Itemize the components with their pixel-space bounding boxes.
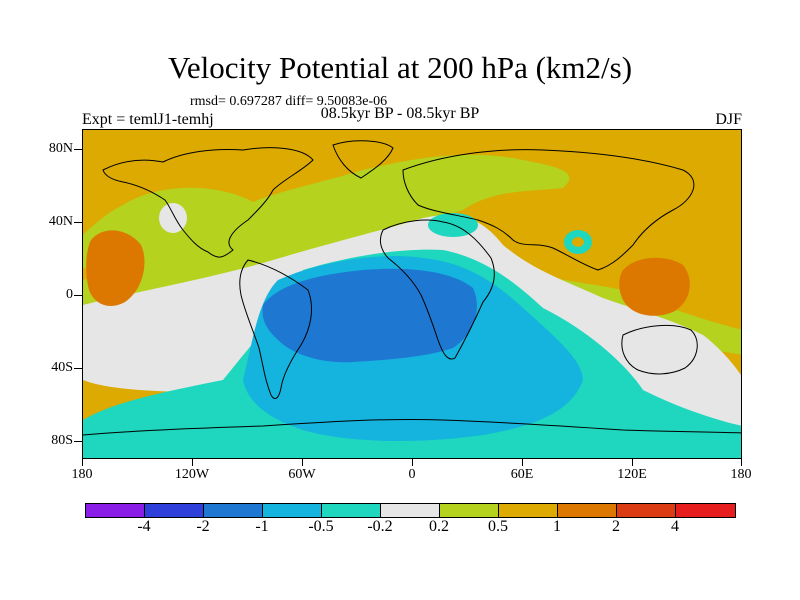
colorbar-segment: [145, 504, 204, 517]
field-lightgreen-north: [83, 154, 570, 273]
lon-label-180w: 180: [71, 467, 93, 482]
lat-tick: [74, 368, 82, 369]
experiment-label: Expt = temlJ1-temhj: [82, 111, 214, 128]
colorbar-segment: [322, 504, 381, 517]
lon-label-60e: 60E: [510, 467, 534, 482]
coastline-antarctica: [83, 418, 741, 436]
colorbar-segment: [204, 504, 263, 517]
lon-label-180e: 180: [730, 467, 752, 482]
lon-tick: [82, 459, 83, 466]
colorbar-segment: [617, 504, 676, 517]
colorbar-segment: [440, 504, 499, 517]
field-orange-pacific: [86, 230, 145, 306]
field-orange-core-asia: [572, 237, 584, 247]
colorbar-label: -1: [255, 518, 269, 535]
lon-tick: [741, 459, 742, 466]
colorbar-label: -0.2: [367, 518, 393, 535]
lat-tick: [74, 222, 82, 223]
period-label: 08.5kyr BP - 08.5kyr BP: [320, 105, 480, 122]
colorbar-label: 4: [671, 518, 679, 535]
colorbar-label: -0.5: [308, 518, 334, 535]
lon-tick: [412, 459, 413, 466]
colorbar-label: 2: [612, 518, 620, 535]
colorbar-segment: [558, 504, 617, 517]
colorbar-label: -4: [137, 518, 151, 535]
colorbar-segment: [263, 504, 322, 517]
season-label: DJF: [715, 111, 742, 128]
lat-label-80n: 80N: [48, 141, 73, 156]
stats-text: rmsd= 0.697287 diff= 9.50083e-06: [190, 94, 388, 109]
coastline-africa-eurasia: [379, 219, 495, 360]
lon-label-120w: 120W: [174, 467, 210, 482]
colorbar: [85, 503, 736, 518]
lon-label-120e: 120E: [617, 467, 647, 482]
colorbar-segment: [381, 504, 440, 517]
lon-tick: [302, 459, 303, 466]
coastline-australia: [621, 325, 698, 375]
lon-tick: [632, 459, 633, 466]
chart-title: Velocity Potential at 200 hPa (km2/s): [167, 50, 633, 85]
colorbar-segment: [676, 504, 735, 517]
field-orange-maritime: [619, 257, 690, 316]
colorbar-label: 0.2: [429, 518, 449, 535]
velocity-potential-map: [82, 129, 742, 459]
lat-tick: [74, 295, 82, 296]
map-svg: [83, 130, 741, 458]
lon-tick: [522, 459, 523, 466]
colorbar-label: -2: [196, 518, 210, 535]
lat-label-80s: 80S: [51, 433, 73, 448]
lat-tick: [74, 149, 82, 150]
lat-label-0: 0: [66, 287, 73, 302]
coastline-asia: [402, 149, 695, 271]
lon-tick: [192, 459, 193, 466]
coastline-greenland: [332, 140, 394, 179]
field-gray-spot-na: [159, 203, 187, 233]
lat-label-40s: 40S: [51, 360, 73, 375]
lat-tick: [74, 441, 82, 442]
coastline-north-america: [102, 147, 314, 258]
colorbar-segment: [86, 504, 145, 517]
lon-label-0: 0: [408, 467, 416, 482]
lat-label-40n: 40N: [48, 214, 73, 229]
coastlines: [83, 140, 741, 436]
field-blue: [262, 268, 477, 363]
lon-label-60w: 60W: [288, 467, 316, 482]
colorbar-label: 1: [553, 518, 561, 535]
colorbar-segment: [499, 504, 558, 517]
colorbar-label: 0.5: [488, 518, 508, 535]
coastline-south-america: [239, 259, 312, 399]
